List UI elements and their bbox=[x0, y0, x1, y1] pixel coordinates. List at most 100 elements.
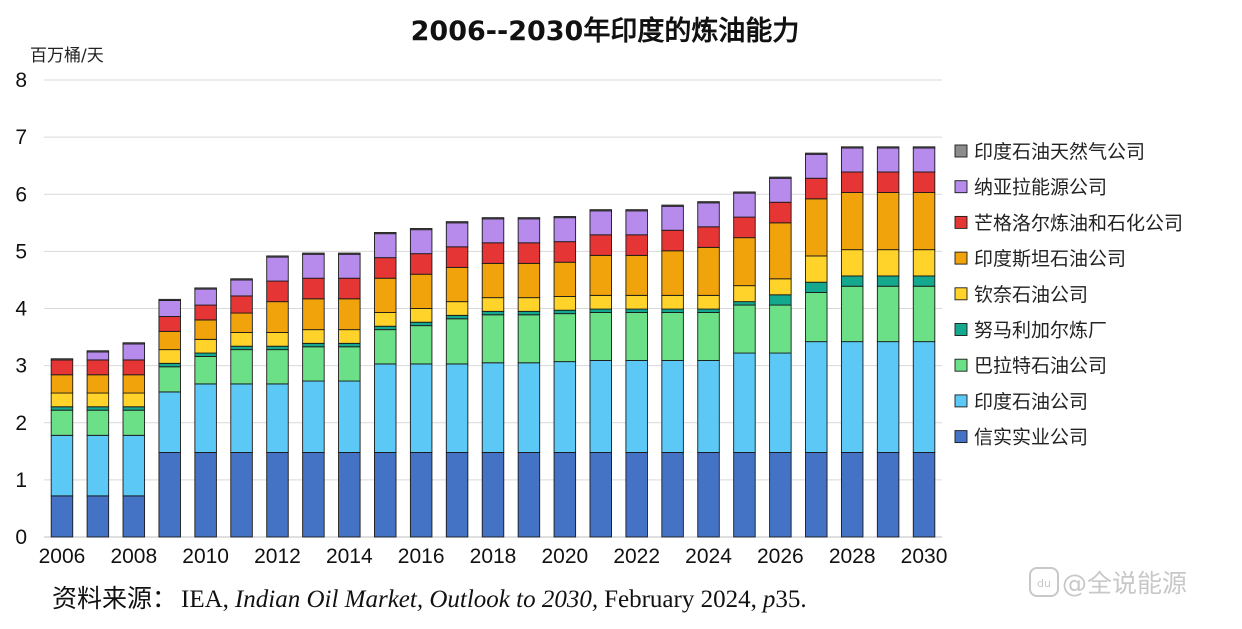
bar-stack bbox=[697, 201, 720, 538]
bar-segment bbox=[374, 452, 397, 538]
bar-segment bbox=[86, 374, 110, 394]
bar-segment bbox=[158, 298, 181, 301]
bar-segment bbox=[266, 349, 289, 385]
legend-label: 信实实业公司 bbox=[974, 427, 1088, 449]
watermark-text: @全说能源 bbox=[1062, 569, 1187, 598]
bar-segment bbox=[409, 228, 433, 231]
bar-stack bbox=[912, 146, 936, 538]
bar-segment bbox=[266, 383, 289, 453]
x-tick-label: 2020 bbox=[541, 545, 588, 568]
bar-segment bbox=[697, 246, 720, 296]
bar-segment bbox=[661, 452, 684, 538]
bar-segment bbox=[50, 374, 74, 394]
bar-segment bbox=[122, 406, 146, 411]
bar-segment bbox=[840, 452, 864, 538]
bar-segment bbox=[553, 261, 577, 297]
bar-segment bbox=[661, 229, 684, 252]
bar-segment bbox=[86, 406, 110, 411]
bar-segment bbox=[158, 330, 181, 351]
y-tick-label: 0 bbox=[15, 526, 27, 549]
bar-segment bbox=[266, 452, 289, 538]
x-tick-label: 2012 bbox=[254, 545, 301, 568]
bar-segment bbox=[733, 304, 756, 354]
bar-segment bbox=[661, 308, 684, 313]
bar-segment bbox=[302, 298, 325, 331]
legend-item: 信实实业公司 bbox=[954, 427, 1088, 449]
bar-segment bbox=[374, 363, 397, 453]
bar-segment bbox=[158, 366, 181, 393]
bar-segment bbox=[553, 309, 577, 315]
legend-swatch bbox=[954, 394, 968, 408]
bar-segment bbox=[840, 285, 864, 343]
bar-segment bbox=[409, 325, 433, 365]
bar-segment bbox=[912, 146, 936, 149]
bar-stack bbox=[481, 217, 505, 538]
bar-segment bbox=[625, 254, 648, 296]
bar-stack bbox=[194, 287, 217, 538]
bar-segment bbox=[589, 234, 612, 256]
bar-segment bbox=[374, 233, 397, 259]
bar-segment bbox=[445, 266, 469, 303]
bar-segment bbox=[445, 221, 469, 224]
bar-segment bbox=[769, 176, 792, 179]
bar-segment bbox=[805, 198, 828, 257]
bar-segment bbox=[589, 312, 612, 361]
bar-stack bbox=[840, 146, 864, 538]
y-tick-label: 4 bbox=[15, 298, 27, 321]
bar-segment bbox=[661, 294, 684, 310]
bar-stack bbox=[302, 252, 325, 538]
legend-label: 努马利加尔炼厂 bbox=[974, 320, 1107, 342]
legend: 印度石油天然气公司纳亚拉能源公司芒格洛尔炼油和石化公司印度斯坦石油公司钦奈石油公… bbox=[954, 141, 1183, 449]
bar-segment bbox=[697, 312, 720, 361]
bar-segment bbox=[805, 452, 828, 538]
bar-segment bbox=[302, 452, 325, 538]
bar-segment bbox=[50, 359, 74, 376]
bar-stack bbox=[517, 217, 541, 538]
bar-segment bbox=[733, 191, 756, 194]
bar-segment bbox=[230, 278, 253, 281]
x-tick-label: 2028 bbox=[829, 545, 876, 568]
bar-segment bbox=[86, 495, 110, 538]
bar-segment bbox=[517, 218, 541, 244]
legend-item: 努马利加尔炼厂 bbox=[954, 320, 1107, 342]
bar-segment bbox=[840, 275, 864, 287]
bar-segment bbox=[912, 275, 936, 287]
bar-segment bbox=[86, 434, 110, 497]
bar-segment bbox=[266, 332, 289, 347]
bar-segment bbox=[445, 222, 469, 248]
bar-segment bbox=[876, 146, 900, 149]
bar-segment bbox=[661, 204, 684, 207]
bar-segment bbox=[589, 294, 612, 310]
bar-segment bbox=[302, 342, 325, 348]
bar-segment bbox=[625, 308, 648, 313]
bar-segment bbox=[805, 177, 828, 200]
bar-segment bbox=[733, 216, 756, 239]
bar-segment bbox=[769, 452, 792, 538]
bar-segment bbox=[625, 209, 648, 212]
bar-segment bbox=[230, 452, 253, 538]
bar-segment bbox=[733, 237, 756, 287]
bar-segment bbox=[805, 341, 828, 453]
bar-segment bbox=[194, 287, 217, 290]
bar-segment bbox=[302, 329, 325, 344]
bar-segment bbox=[840, 171, 864, 193]
legend-swatch bbox=[954, 287, 968, 301]
bar-segment bbox=[517, 314, 541, 364]
bar-segment bbox=[589, 210, 612, 236]
bar-segment bbox=[912, 147, 936, 173]
bar-stack bbox=[50, 358, 74, 538]
bar-segment bbox=[769, 294, 792, 306]
bar-segment bbox=[481, 362, 505, 453]
bar-segment bbox=[805, 255, 828, 283]
bar-segment bbox=[302, 277, 325, 300]
y-axis-unit-label: 百万桶/天 bbox=[30, 46, 104, 66]
legend-item: 印度石油公司 bbox=[954, 391, 1088, 413]
bar-series-group bbox=[50, 146, 936, 538]
bar-segment bbox=[912, 192, 936, 251]
bar-segment bbox=[553, 241, 577, 263]
bar-segment bbox=[661, 312, 684, 361]
bar-segment bbox=[338, 329, 361, 344]
bar-segment bbox=[409, 229, 433, 255]
bar-segment bbox=[122, 343, 146, 361]
bar-segment bbox=[266, 301, 289, 333]
